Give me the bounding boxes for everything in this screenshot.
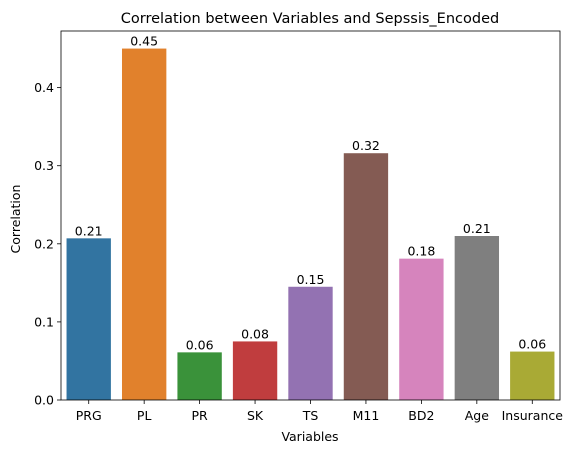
y-tick-label: 0.0 — [34, 393, 54, 408]
x-tick-label-m11: M11 — [353, 408, 380, 423]
x-axis-label: Variables — [281, 429, 338, 444]
y-tick-label: 0.1 — [34, 314, 54, 329]
bar-ts — [288, 287, 332, 400]
bar-bd2 — [399, 259, 443, 400]
x-tick-label-age: Age — [465, 408, 489, 423]
bar-pl — [122, 49, 166, 400]
data-label-insurance: 0.06 — [518, 337, 546, 352]
y-axis-label: Correlation — [8, 185, 23, 254]
bar-insurance — [510, 352, 554, 400]
bar-age — [455, 236, 499, 400]
x-tick-label-pr: PR — [191, 408, 208, 423]
x-tick-label-sk: SK — [247, 408, 264, 423]
data-label-pr: 0.06 — [186, 337, 214, 352]
y-tick-label: 0.3 — [34, 158, 54, 173]
x-tick-label-insurance: Insurance — [502, 408, 564, 423]
y-axis: 0.0 0.1 0.2 0.3 0.4 — [34, 80, 61, 407]
x-tick-label-prg: PRG — [76, 408, 102, 423]
data-label-pl: 0.45 — [130, 34, 158, 49]
data-label-m11: 0.32 — [352, 138, 380, 153]
y-tick-label: 0.4 — [34, 80, 54, 95]
x-tick-label-bd2: BD2 — [408, 408, 434, 423]
bar-sk — [233, 341, 277, 400]
bar-pr — [177, 352, 221, 400]
x-axis: PRG PL PR SK TS M11 BD2 Age Insurance — [76, 400, 563, 423]
y-tick-label: 0.2 — [34, 236, 54, 251]
data-label-bd2: 0.18 — [407, 244, 435, 259]
x-tick-label-pl: PL — [137, 408, 152, 423]
x-tick-label-ts: TS — [302, 408, 319, 423]
data-label-ts: 0.15 — [297, 272, 325, 287]
data-label-prg: 0.21 — [75, 223, 103, 238]
chart-title: Correlation between Variables and Sepssi… — [121, 11, 499, 27]
data-label-age: 0.21 — [463, 221, 491, 236]
bar-prg — [67, 238, 111, 400]
data-label-sk: 0.08 — [241, 326, 269, 341]
bar-m11 — [344, 153, 388, 400]
